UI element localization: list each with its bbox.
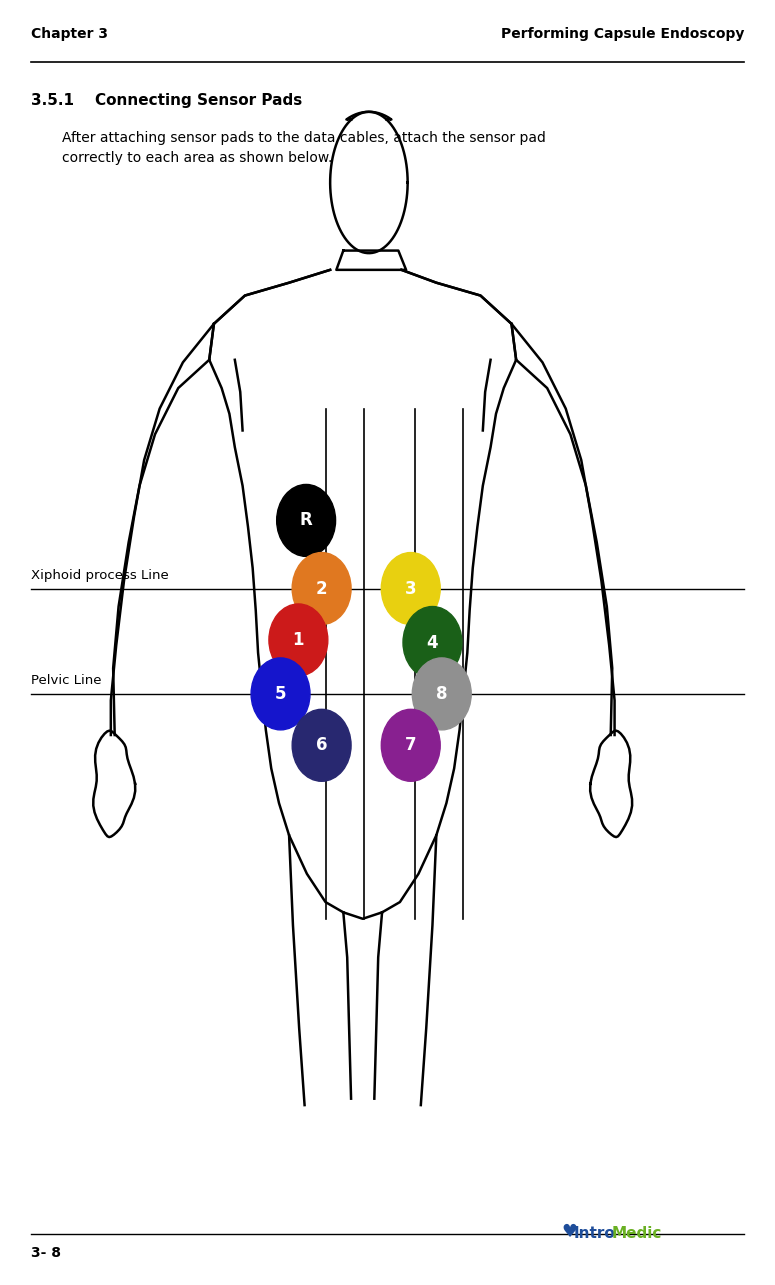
Ellipse shape bbox=[381, 709, 440, 781]
Ellipse shape bbox=[277, 484, 336, 556]
Text: Pelvic Line: Pelvic Line bbox=[31, 675, 102, 687]
Ellipse shape bbox=[412, 658, 471, 730]
Ellipse shape bbox=[269, 604, 328, 676]
Text: 5: 5 bbox=[275, 685, 286, 703]
Text: R: R bbox=[300, 511, 312, 529]
Text: Chapter 3: Chapter 3 bbox=[31, 27, 108, 41]
Ellipse shape bbox=[381, 553, 440, 625]
Text: 1: 1 bbox=[293, 631, 304, 649]
Text: 6: 6 bbox=[316, 736, 327, 754]
Text: 4: 4 bbox=[427, 634, 439, 651]
Text: ♥: ♥ bbox=[561, 1223, 577, 1241]
Text: Xiphoid process Line: Xiphoid process Line bbox=[31, 569, 169, 582]
Ellipse shape bbox=[403, 607, 462, 678]
Text: 2: 2 bbox=[316, 580, 327, 598]
Text: 3- 8: 3- 8 bbox=[31, 1246, 61, 1261]
Ellipse shape bbox=[292, 709, 351, 781]
Ellipse shape bbox=[292, 553, 351, 625]
Text: 3: 3 bbox=[405, 580, 417, 598]
Text: 8: 8 bbox=[436, 685, 447, 703]
Text: 3.5.1    Connecting Sensor Pads: 3.5.1 Connecting Sensor Pads bbox=[31, 93, 302, 108]
Text: Intro: Intro bbox=[574, 1226, 615, 1241]
Text: After attaching sensor pads to the data cables, attach the sensor pad
correctly : After attaching sensor pads to the data … bbox=[62, 131, 546, 164]
Text: 7: 7 bbox=[405, 736, 417, 754]
Text: Medic: Medic bbox=[611, 1226, 662, 1241]
Ellipse shape bbox=[251, 658, 310, 730]
Text: Performing Capsule Endoscopy: Performing Capsule Endoscopy bbox=[501, 27, 744, 41]
